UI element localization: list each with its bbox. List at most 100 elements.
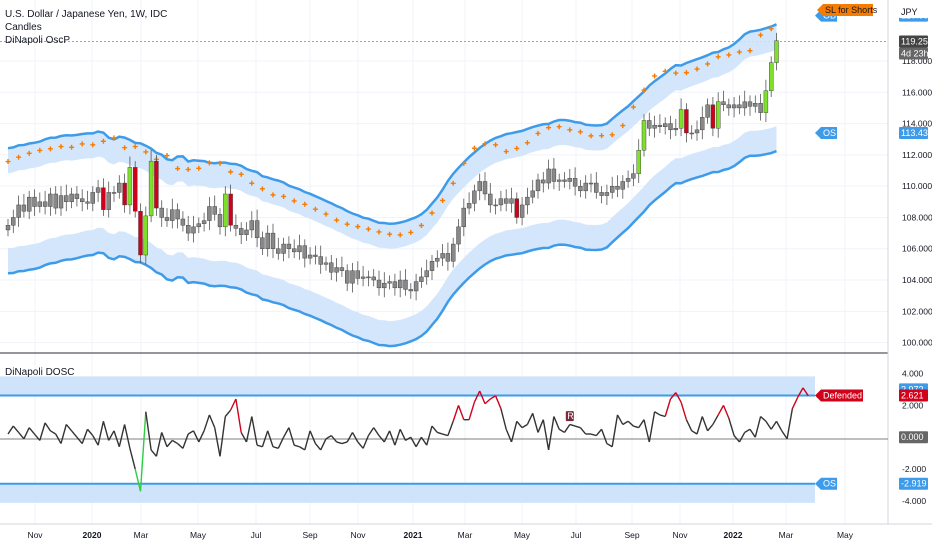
- osc-segment: [437, 431, 443, 435]
- osc-segment: [288, 427, 295, 446]
- time-axis[interactable]: Nov 2020 Mar May Jul Sep Nov 2021 Mar May Jul Sep No…: [27, 530, 853, 540]
- osc-segment: [150, 449, 157, 457]
- osc-segment: [664, 398, 672, 417]
- sl-plus-marker: [355, 224, 361, 230]
- sl-plus-marker: [100, 138, 106, 144]
- osc-os-marker-bg: [815, 477, 837, 490]
- candle-body: [58, 195, 64, 209]
- sl-plus-marker: [705, 61, 711, 67]
- osc-segment: [797, 387, 804, 398]
- price-axis[interactable]: 100.000 102.000 104.000 106.000 108.000 110.0…: [902, 56, 932, 348]
- candle-body: [572, 178, 578, 187]
- sl-plus-marker: [334, 217, 340, 223]
- price-tick-label: 116.000: [902, 87, 932, 97]
- candle-body: [445, 253, 451, 262]
- sl-plus-marker: [132, 144, 138, 150]
- sl-plus-marker: [641, 87, 647, 93]
- sl-plus-marker: [387, 231, 393, 237]
- candle-body: [90, 192, 96, 204]
- sl-plus-marker: [758, 32, 764, 38]
- candle-body: [641, 120, 647, 151]
- indicator-dosc[interactable]: DiNapoli DOSC: [5, 367, 75, 378]
- candle-body: [69, 193, 74, 203]
- osc-segment: [733, 435, 740, 443]
- sl-plus-marker: [673, 70, 679, 76]
- osc-segment: [129, 448, 136, 470]
- candle-body: [106, 192, 111, 210]
- osc-segment: [346, 432, 354, 443]
- osc-segment: [28, 427, 36, 435]
- candle-body: [451, 243, 456, 262]
- time-tick-label: 2020: [83, 530, 102, 540]
- sl-plus-marker: [450, 180, 456, 186]
- sl-plus-marker: [609, 132, 615, 138]
- osc-segment: [214, 427, 221, 457]
- osc-segment: [791, 397, 799, 409]
- candle-body: [657, 124, 663, 127]
- indicator-candles[interactable]: Candles: [5, 22, 42, 33]
- candle-body: [546, 168, 551, 184]
- osc-segment: [351, 432, 359, 443]
- osc-segment: [139, 411, 147, 492]
- osc-segment: [558, 428, 565, 434]
- osc-segment: [336, 441, 343, 445]
- osc-segment: [277, 436, 285, 449]
- candle-body: [233, 225, 239, 229]
- candle-body: [673, 128, 678, 131]
- sl-plus-marker: [206, 160, 212, 166]
- candle-body: [191, 226, 196, 234]
- sl-plus-marker: [546, 125, 552, 131]
- r-marker: R: [567, 411, 574, 421]
- candle-body: [710, 104, 716, 129]
- candle-body: [747, 101, 753, 107]
- osc-segment: [81, 428, 89, 444]
- candle-body: [74, 193, 80, 199]
- osc-segment: [775, 420, 783, 432]
- candle-body: [631, 173, 636, 179]
- candle-body: [456, 226, 461, 245]
- time-tick-label: Nov: [350, 530, 366, 540]
- osc-segment: [426, 425, 433, 446]
- countdown-tag-bg: [899, 47, 928, 60]
- candle-body: [652, 124, 657, 129]
- candle-body: [493, 204, 498, 207]
- os-marker-bg: [815, 126, 837, 139]
- price-tick-label: 100.000: [902, 338, 932, 348]
- osc-segment: [330, 435, 338, 443]
- time-tick-label: May: [514, 530, 531, 540]
- indicator-oscp[interactable]: DiNapoli OscP: [5, 35, 71, 46]
- osc-segment: [590, 433, 597, 437]
- candle-body: [753, 103, 758, 107]
- countdown-tag: 4d 23h: [901, 48, 929, 58]
- price-tick-label: 104.000: [902, 275, 932, 285]
- sl-plus-marker: [164, 153, 170, 159]
- candle-body: [132, 167, 138, 212]
- candle-body: [514, 198, 519, 218]
- candle-body: [678, 109, 684, 129]
- candle-body: [721, 101, 726, 106]
- sl-plus-marker: [662, 68, 668, 74]
- price-bands: [7, 23, 777, 348]
- candle-body: [731, 104, 737, 109]
- sl-plus-marker: [26, 150, 32, 156]
- candle-body: [461, 207, 466, 228]
- candle-body: [758, 103, 763, 113]
- osc-segment: [86, 428, 94, 437]
- candle-body: [244, 229, 249, 235]
- candle-body: [138, 210, 143, 256]
- osc-segment: [537, 419, 544, 433]
- upper-band-line: [7, 23, 777, 226]
- symbol-title[interactable]: U.S. Dollar / Japanese Yen, 1W, IDC: [5, 9, 168, 20]
- candle-body: [578, 185, 583, 192]
- osc-segment: [500, 408, 507, 430]
- candle-body: [567, 178, 572, 182]
- osc-tick-label: -4.000: [902, 496, 926, 506]
- osc-segment: [521, 423, 528, 429]
- osc-segment: [7, 425, 14, 435]
- sl-plus-marker: [143, 149, 149, 155]
- osc-segment: [532, 413, 539, 433]
- price-tick-label: 112.000: [902, 150, 932, 160]
- candle-body: [64, 195, 69, 203]
